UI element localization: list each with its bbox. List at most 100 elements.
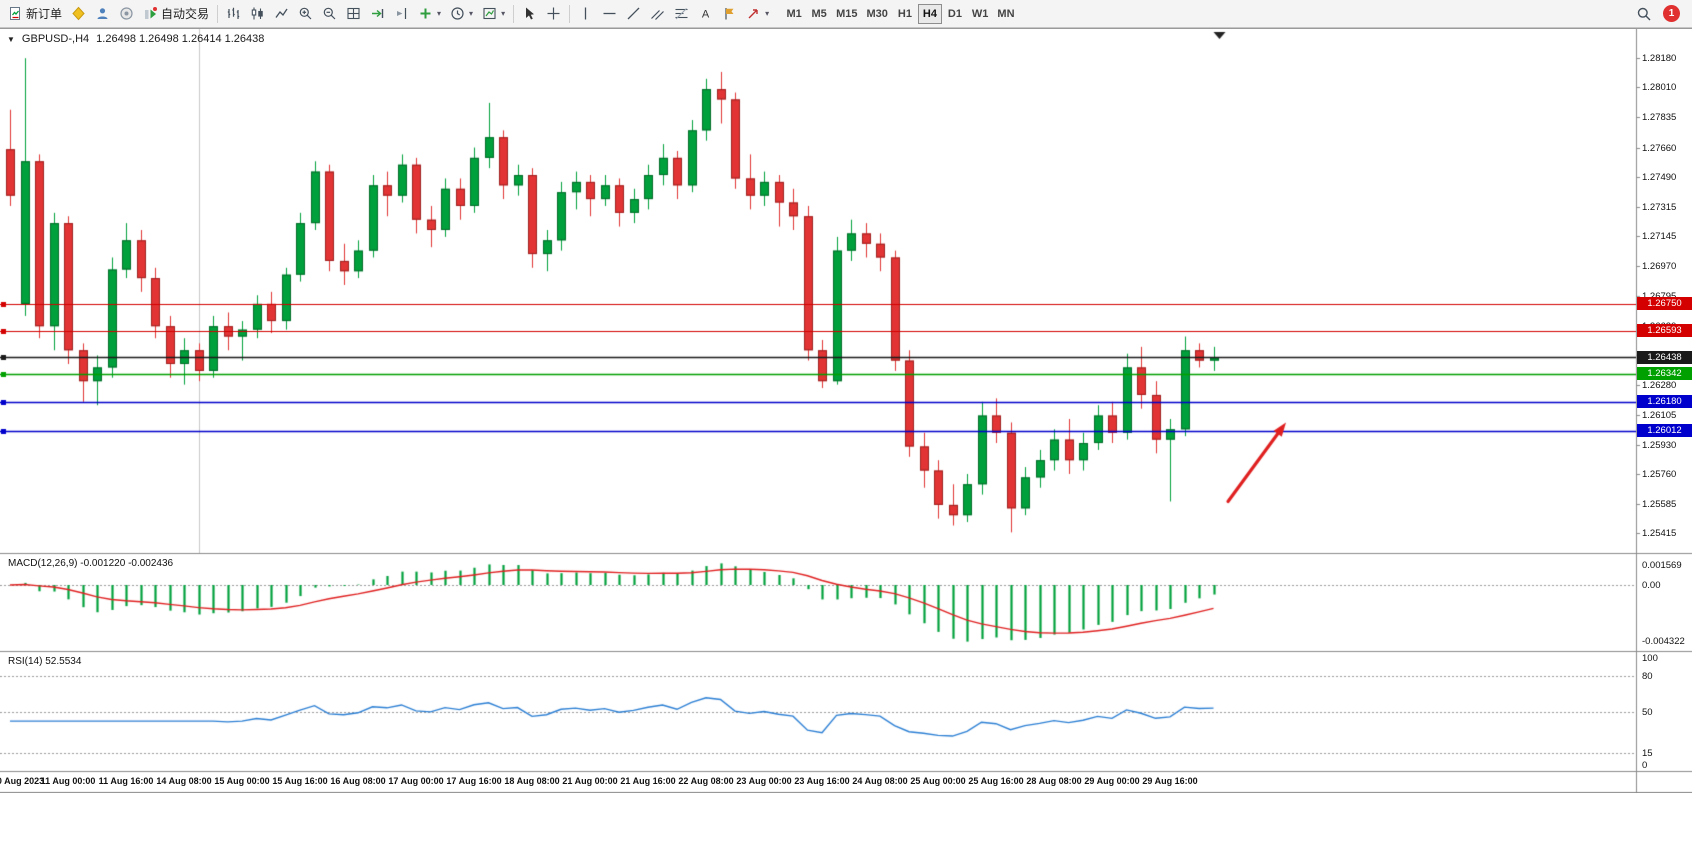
chart-ohlc: 1.26498 1.26498 1.26414 1.26438 (96, 33, 265, 45)
text-button[interactable]: A (694, 3, 717, 25)
time-label: 15 Aug 00:00 (214, 776, 270, 786)
timeframe-h1[interactable]: H1 (897, 7, 912, 20)
tile-windows-button[interactable] (342, 3, 365, 25)
time-label: 21 Aug 16:00 (620, 776, 676, 786)
macd-label: MACD(12,26,9) -0.001220 -0.002436 (8, 558, 174, 569)
timeframe-m30[interactable]: M30 (866, 7, 888, 20)
timeframe-group: M1 M5 M15 M30 H1 H4 D1 W1 MN (782, 3, 1018, 24)
chevron-down-icon: ▾ (469, 9, 474, 18)
price-tick: 1.26795 (1642, 291, 1676, 302)
zoom-out-button[interactable] (318, 3, 341, 25)
price-tick: 1.26280 (1642, 379, 1677, 391)
auto-scroll-icon (370, 6, 385, 21)
new-order-button[interactable]: 新订单 (4, 3, 66, 25)
macd-axis-label: -0.004322 (1642, 636, 1685, 648)
timeframe-m1[interactable]: M1 (786, 7, 802, 20)
horizontal-line-button[interactable] (598, 3, 621, 25)
cursor-button[interactable] (518, 3, 541, 25)
channel-button[interactable] (646, 3, 669, 25)
periods-button[interactable]: ▾ (446, 3, 477, 25)
price-tick: 1.27835 (1642, 112, 1677, 124)
auto-scroll-button[interactable] (366, 3, 389, 25)
autotrading-button[interactable]: 自动交易 (139, 3, 213, 25)
community-button[interactable] (115, 3, 138, 25)
price-tick: 1.28180 (1642, 53, 1677, 65)
window-footer (0, 792, 1692, 857)
fibonacci-icon (674, 6, 689, 21)
time-label: 21 Aug 00:00 (562, 776, 618, 786)
metaeditor-button[interactable] (67, 3, 90, 25)
toolbar-right: 1 (1632, 3, 1688, 25)
flag-icon (722, 6, 737, 21)
time-label: 14 Aug 08:00 (156, 776, 212, 786)
chart-canvas[interactable] (0, 29, 1692, 793)
clock-icon (450, 6, 465, 21)
rsi-axis-label: 0 (1642, 760, 1648, 771)
arrow-object-icon (746, 6, 761, 21)
chart-area: ▼ GBPUSD-,H4 1.26498 1.26498 1.26414 1.2… (0, 28, 1692, 793)
autotrading-label: 自动交易 (161, 7, 210, 21)
price-badge-1.26180[interactable]: 1.26180 (1637, 395, 1692, 409)
price-badge-1.26342[interactable]: 1.26342 (1637, 367, 1692, 381)
chevron-down-icon: ▾ (437, 9, 442, 18)
chart-shift-button[interactable] (390, 3, 413, 25)
fibonacci-button[interactable] (670, 3, 693, 25)
crosshair-button[interactable] (542, 3, 565, 25)
timeframe-m15[interactable]: M15 (836, 7, 858, 20)
macd-axis-label: 0.001569 (1642, 559, 1682, 571)
bars-chart-icon (226, 6, 241, 21)
main-toolbar: 新订单 自动交易 (0, 0, 1692, 28)
zoom-in-button[interactable] (294, 3, 317, 25)
rsi-axis-label: 50 (1642, 706, 1653, 718)
trendline-button[interactable] (622, 3, 645, 25)
trendline-icon (626, 6, 641, 21)
candles-chart-icon (250, 6, 265, 21)
timeframe-h4[interactable]: H4 (917, 3, 942, 24)
rsi-axis-label: 15 (1642, 748, 1653, 760)
label-button[interactable] (718, 3, 741, 25)
toolbar-separator (513, 4, 515, 23)
svg-text:A: A (702, 9, 710, 21)
cursor-icon (522, 6, 537, 21)
profile-icon (95, 6, 110, 21)
indicators-icon (418, 6, 433, 21)
time-label: 15 Aug 16:00 (272, 776, 328, 786)
time-label: 29 Aug 00:00 (1084, 776, 1140, 786)
autotrading-icon (143, 6, 158, 21)
time-label: 25 Aug 00:00 (910, 776, 966, 786)
one-click-trading-toggle[interactable]: ▼ (7, 34, 15, 44)
time-label: 24 Aug 08:00 (852, 776, 908, 786)
community-icon (119, 6, 134, 21)
timeframe-m5[interactable]: M5 (811, 7, 827, 20)
zoom-in-icon (298, 6, 313, 21)
price-badge-1.26593[interactable]: 1.26593 (1637, 324, 1692, 338)
notifications-badge[interactable]: 1 (1663, 5, 1680, 22)
price-badge-1.26438[interactable]: 1.26438 (1637, 350, 1692, 364)
price-badge-1.26012[interactable]: 1.26012 (1637, 424, 1692, 438)
indicators-button[interactable]: ▾ (414, 3, 445, 25)
chart-title: ▼ GBPUSD-,H4 1.26498 1.26498 1.26414 1.2… (7, 33, 264, 45)
templates-button[interactable]: ▾ (478, 3, 509, 25)
rsi-axis-label: 100 (1642, 653, 1658, 664)
chart-bars-button[interactable] (222, 3, 245, 25)
vertical-line-icon (578, 6, 593, 21)
chevron-down-icon: ▾ (501, 9, 506, 18)
price-tick: 1.27145 (1642, 231, 1677, 243)
price-tick: 1.25930 (1642, 439, 1677, 451)
vertical-line-button[interactable] (574, 3, 597, 25)
profiles-button[interactable] (91, 3, 114, 25)
timeframe-mn[interactable]: MN (997, 7, 1015, 20)
price-tick: 1.26970 (1642, 261, 1677, 273)
chart-line-button[interactable] (270, 3, 293, 25)
search-button[interactable] (1632, 3, 1656, 25)
time-label: 23 Aug 00:00 (736, 776, 792, 786)
price-badge-1.26750[interactable]: 1.26750 (1637, 297, 1692, 311)
timeframe-d1[interactable]: D1 (947, 7, 962, 20)
timeframe-w1[interactable]: W1 (971, 7, 989, 20)
chart-candles-button[interactable] (246, 3, 269, 25)
arrows-button[interactable]: ▾ (742, 3, 773, 25)
time-label: 25 Aug 16:00 (968, 776, 1024, 786)
chevron-down-icon: ▾ (765, 9, 770, 18)
toolbar-separator (569, 4, 571, 23)
